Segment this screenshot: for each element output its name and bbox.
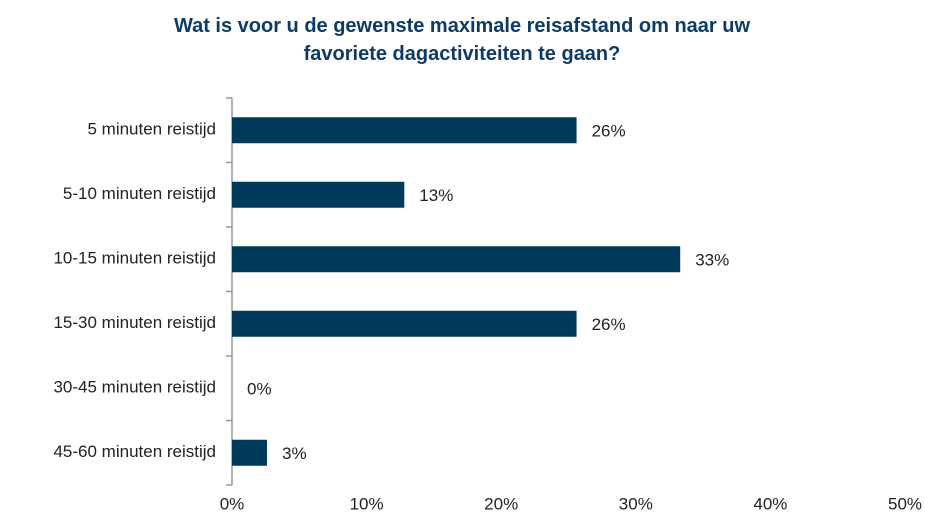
data-label: 0% bbox=[247, 380, 272, 399]
y-tick-label: 15-30 minuten reistijd bbox=[53, 313, 216, 332]
y-tick-label: 5-10 minuten reistijd bbox=[63, 184, 216, 203]
y-tick-label: 30-45 minuten reistijd bbox=[53, 378, 216, 397]
data-label: 3% bbox=[282, 444, 307, 463]
bar bbox=[232, 181, 405, 208]
bar bbox=[232, 439, 267, 466]
bar bbox=[232, 310, 577, 337]
bar bbox=[232, 246, 681, 273]
bar bbox=[232, 117, 577, 144]
x-tick-label: 40% bbox=[753, 494, 787, 513]
x-tick-label: 10% bbox=[350, 494, 384, 513]
data-label: 26% bbox=[592, 122, 626, 141]
x-tick-label: 30% bbox=[619, 494, 653, 513]
x-tick-label: 0% bbox=[220, 494, 245, 513]
x-tick-label: 50% bbox=[888, 494, 922, 513]
data-label: 13% bbox=[419, 186, 453, 205]
y-tick-label: 5 minuten reistijd bbox=[87, 120, 216, 139]
x-tick-label: 20% bbox=[484, 494, 518, 513]
data-label: 33% bbox=[695, 251, 729, 270]
data-label: 26% bbox=[592, 315, 626, 334]
y-tick-label: 10-15 minuten reistijd bbox=[53, 249, 216, 268]
y-tick-label: 45-60 minuten reistijd bbox=[53, 442, 216, 461]
chart-title: Wat is voor u de gewenste maximale reisa… bbox=[173, 15, 751, 65]
